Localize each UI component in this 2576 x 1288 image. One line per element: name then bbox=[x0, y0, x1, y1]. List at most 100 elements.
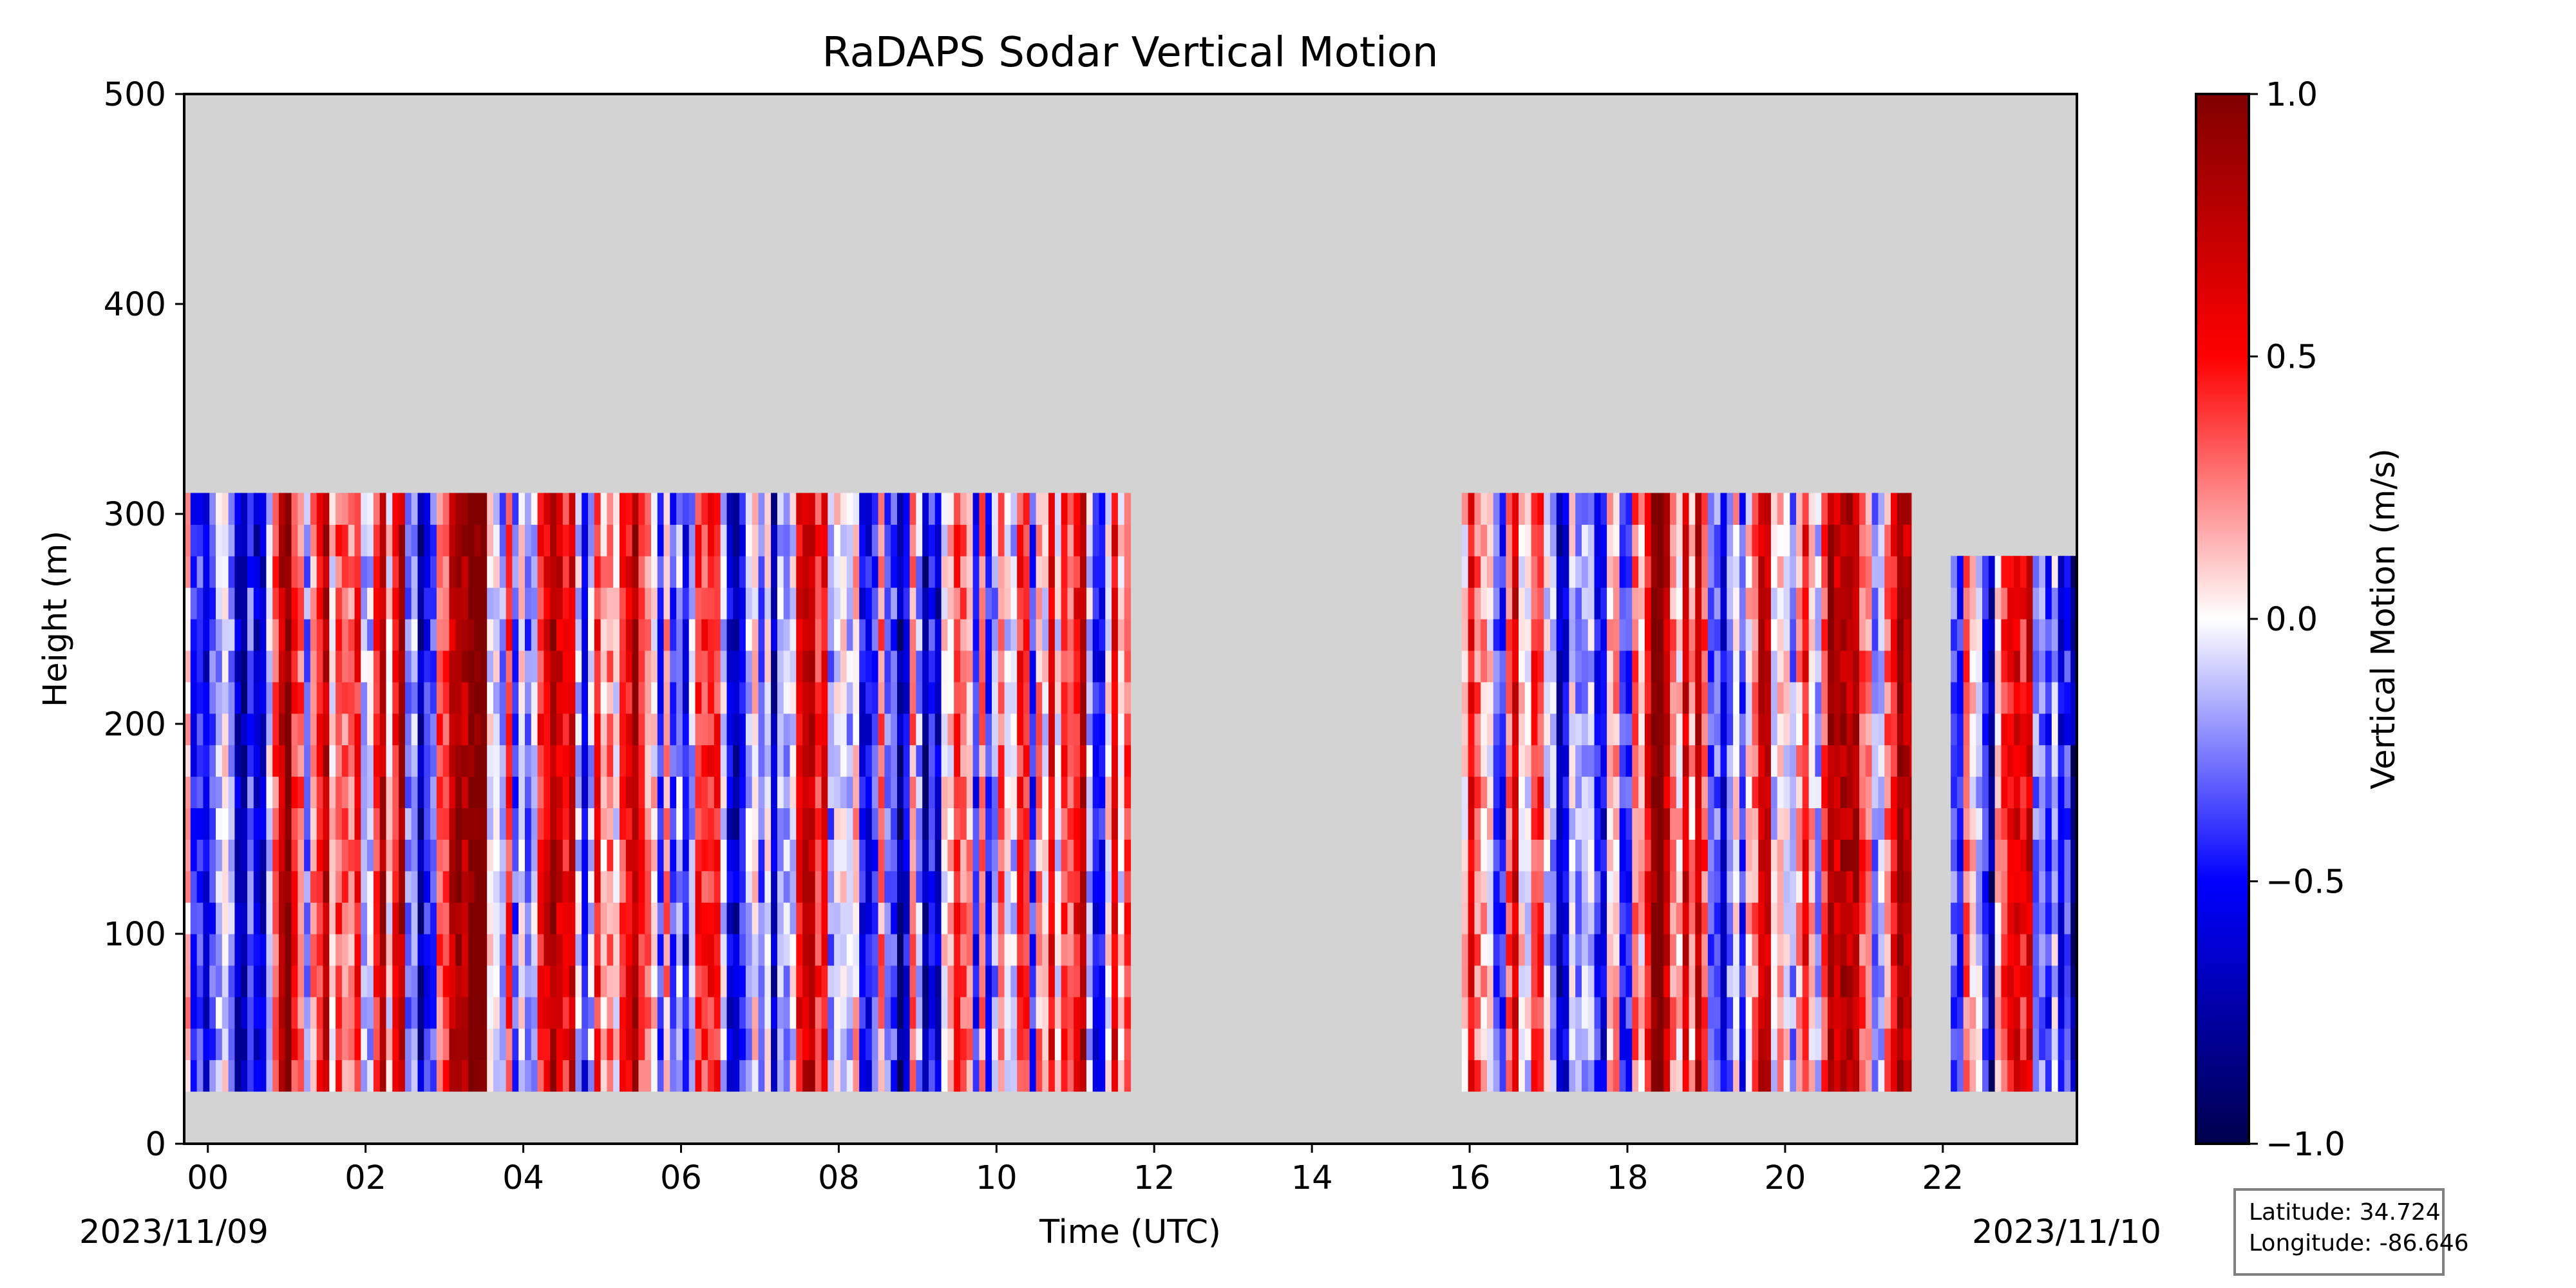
heatmap-cell bbox=[1663, 493, 1671, 525]
heatmap-cell bbox=[1544, 744, 1551, 777]
heatmap-cell bbox=[298, 650, 305, 683]
heatmap-cell bbox=[714, 902, 721, 934]
heatmap-cell bbox=[1994, 934, 2002, 966]
heatmap-cell bbox=[1808, 681, 1815, 714]
heatmap-cell bbox=[1124, 934, 1132, 966]
heatmap-cell bbox=[1765, 1028, 1772, 1061]
heatmap-cell bbox=[2032, 650, 2040, 683]
heatmap-cell bbox=[796, 681, 803, 714]
heatmap-cell bbox=[392, 776, 399, 808]
heatmap-cell bbox=[866, 839, 873, 871]
heatmap-cell bbox=[455, 902, 462, 934]
heatmap-cell bbox=[278, 713, 286, 746]
heatmap-cell bbox=[1821, 1059, 1828, 1092]
heatmap-cell bbox=[1468, 524, 1475, 556]
heatmap-cell bbox=[1796, 776, 1803, 808]
heatmap-cell bbox=[1600, 1028, 1607, 1061]
heatmap-cell bbox=[714, 1059, 721, 1092]
heatmap-cell bbox=[688, 650, 696, 683]
heatmap-cell bbox=[1878, 996, 1885, 1029]
heatmap-cell bbox=[379, 839, 387, 871]
heatmap-cell bbox=[846, 902, 854, 934]
heatmap-cell bbox=[1670, 556, 1677, 588]
heatmap-cell bbox=[720, 1028, 728, 1061]
heatmap-cell bbox=[367, 996, 374, 1029]
heatmap-cell bbox=[506, 839, 513, 871]
heatmap-cell bbox=[1903, 839, 1910, 871]
heatmap-cell bbox=[550, 808, 557, 840]
heatmap-cell bbox=[846, 524, 854, 556]
heatmap-cell bbox=[184, 744, 191, 777]
heatmap-cell bbox=[1752, 650, 1759, 683]
heatmap-cell bbox=[241, 776, 248, 808]
heatmap-cell bbox=[1878, 650, 1885, 683]
heatmap-cell bbox=[714, 619, 721, 651]
heatmap-cell bbox=[1124, 996, 1132, 1029]
heatmap-cell bbox=[1701, 1028, 1709, 1061]
heatmap-cell bbox=[1865, 493, 1873, 525]
heatmap-cell bbox=[632, 776, 639, 808]
heatmap-cell bbox=[562, 713, 570, 746]
heatmap-cell bbox=[569, 650, 576, 683]
heatmap-cell bbox=[1625, 902, 1633, 934]
heatmap-cell bbox=[796, 1059, 803, 1092]
heatmap-cell bbox=[821, 587, 828, 620]
heatmap-cell bbox=[216, 996, 223, 1029]
heatmap-cell bbox=[1733, 871, 1740, 903]
heatmap-cell bbox=[670, 1059, 677, 1092]
heatmap-cell bbox=[2045, 902, 2052, 934]
heatmap-cell bbox=[2020, 996, 2027, 1029]
heatmap-cell bbox=[1550, 965, 1557, 998]
heatmap-cell bbox=[1080, 681, 1087, 714]
heatmap-cell bbox=[1790, 965, 1797, 998]
heatmap-cell bbox=[828, 619, 835, 651]
heatmap-cell bbox=[260, 1028, 267, 1061]
heatmap-cell bbox=[399, 587, 406, 620]
heatmap-cell bbox=[840, 839, 848, 871]
heatmap-cell bbox=[310, 493, 317, 525]
x-tick-label: 04 bbox=[502, 1159, 544, 1197]
heatmap-cell bbox=[430, 650, 437, 683]
heatmap-cell bbox=[487, 776, 494, 808]
heatmap-cell bbox=[474, 524, 481, 556]
heatmap-cell bbox=[600, 934, 607, 966]
heatmap-cell bbox=[1770, 871, 1778, 903]
heatmap-cell bbox=[2007, 681, 2014, 714]
heatmap-cell bbox=[1846, 965, 1853, 998]
heatmap-cell bbox=[638, 776, 645, 808]
heatmap-cell bbox=[2026, 934, 2033, 966]
heatmap-cell bbox=[821, 871, 828, 903]
heatmap-cell bbox=[929, 524, 936, 556]
heatmap-cell bbox=[304, 1059, 311, 1092]
heatmap-cell bbox=[1796, 808, 1803, 840]
heatmap-cell bbox=[1988, 1059, 1996, 1092]
heatmap-cell bbox=[253, 619, 261, 651]
heatmap-cell bbox=[1651, 556, 1658, 588]
heatmap-cell bbox=[323, 1059, 330, 1092]
heatmap-cell bbox=[1638, 524, 1645, 556]
heatmap-cell bbox=[234, 1028, 242, 1061]
heatmap-cell bbox=[859, 619, 866, 651]
heatmap-cell bbox=[1600, 713, 1607, 746]
heatmap-cell bbox=[1695, 808, 1702, 840]
heatmap-cell bbox=[1956, 934, 1964, 966]
heatmap-cell bbox=[1701, 556, 1709, 588]
heatmap-cell bbox=[1067, 524, 1074, 556]
heatmap-cell bbox=[1036, 839, 1043, 871]
heatmap-cell bbox=[1074, 996, 1081, 1029]
heatmap-cell bbox=[620, 1059, 627, 1092]
heatmap-cell bbox=[361, 681, 368, 714]
heatmap-cell bbox=[430, 713, 437, 746]
heatmap-cell bbox=[1531, 587, 1538, 620]
heatmap-cell bbox=[1878, 681, 1885, 714]
heatmap-cell bbox=[1727, 934, 1734, 966]
heatmap-cell bbox=[1783, 587, 1790, 620]
heatmap-cell bbox=[582, 808, 589, 840]
heatmap-cell bbox=[758, 1059, 765, 1092]
colorbar-tick-label: −0.5 bbox=[2266, 864, 2345, 902]
heatmap-cell bbox=[1828, 744, 1835, 777]
heatmap-cell bbox=[1550, 493, 1557, 525]
heatmap-cell bbox=[1556, 808, 1564, 840]
heatmap-cell bbox=[367, 1028, 374, 1061]
heatmap-cell bbox=[708, 713, 715, 746]
